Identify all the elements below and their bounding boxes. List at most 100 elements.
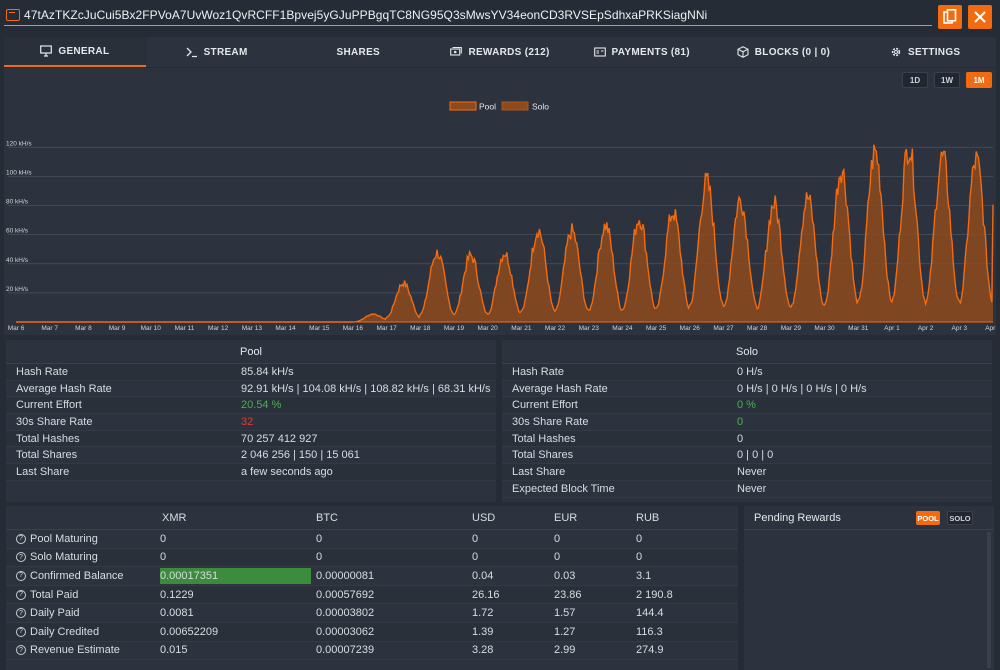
range-1m-button[interactable]: 1M — [966, 72, 992, 88]
balance-value: 2 190.8 — [636, 588, 673, 601]
solo-stat-label: Average Hash Rate — [512, 382, 608, 395]
pool-stat-row: Current Effort 20.54 % — [6, 397, 496, 415]
solo-stat-row: Average Hash Rate 0 H/s | 0 H/s | 0 H/s |… — [502, 381, 992, 398]
balance-value: 0.015 — [160, 644, 188, 657]
balance-value: 0 — [554, 532, 561, 545]
balance-value: 0.0081 — [160, 607, 194, 620]
legend-pool-swatch — [449, 101, 477, 111]
pool-stat-label: Total Shares — [16, 449, 78, 462]
col-btc: BTC — [316, 511, 338, 524]
balance-row-label: Solo Maturing — [30, 551, 98, 564]
tab-blocks[interactable]: BLOCKS (0 | 0) — [713, 37, 855, 67]
solo-stat-row: 30s Share Rate 0 — [502, 414, 992, 431]
tab-shares[interactable]: SHARES — [287, 37, 429, 67]
balance-row-label: Daily Paid — [30, 607, 80, 620]
help-icon[interactable]: ? — [16, 589, 26, 600]
wallet-address-field[interactable]: 47tAzTKZcJuCui5Bx2FPVoA7UvWoz1QvRCFF1Bpv… — [4, 4, 932, 26]
tab-settings[interactable]: SETTINGS — [854, 37, 996, 67]
solo-stat-label: 30s Share Rate — [512, 415, 589, 428]
range-1w-button[interactable]: 1W — [934, 72, 960, 88]
x-tick-label: Mar 18 — [410, 325, 431, 332]
x-tick-label: Mar 22 — [545, 325, 566, 332]
x-tick-label: Mar 6 — [8, 325, 25, 332]
pool-series-area — [16, 144, 993, 322]
help-icon[interactable]: ? — [16, 608, 26, 619]
balance-row: ? Pool Maturing 0 0 0 0 0 — [6, 530, 738, 549]
solo-stat-value: 0 — [737, 432, 744, 445]
x-tick-label: Mar 15 — [309, 325, 330, 332]
solo-stat-value: Never — [737, 482, 767, 495]
balance-value: 1.72 — [472, 607, 494, 620]
solo-stat-value: Never — [737, 465, 767, 478]
balance-value: 0 — [316, 551, 323, 564]
balance-row: ? Revenue Estimate 0.015 0.00007239 3.28 2.99… — [6, 642, 738, 661]
pending-scrollbar[interactable] — [987, 532, 991, 668]
balance-value: 116.3 — [636, 625, 663, 638]
help-icon[interactable]: ? — [16, 645, 26, 656]
payout-progress-bar — [160, 568, 312, 584]
balance-value: 3.28 — [472, 644, 494, 657]
solo-stat-row: Total Shares 0 | 0 | 0 — [502, 447, 992, 465]
close-button[interactable] — [968, 5, 992, 29]
pool-stat-label: Current Effort — [16, 399, 82, 412]
y-tick-label: 20 kH/s — [6, 286, 29, 293]
solo-stat-row: Last Share Never — [502, 464, 992, 481]
x-tick-label: Apr 3 — [952, 325, 968, 332]
balance-value: 0 — [160, 551, 167, 564]
pending-pool-button[interactable]: POOL — [916, 511, 940, 525]
col-usd: USD — [472, 511, 496, 524]
copy-button[interactable] — [938, 5, 962, 29]
balance-value: 26.16 — [472, 588, 500, 601]
balance-value: 0.1229 — [160, 588, 194, 601]
help-icon[interactable]: ? — [16, 626, 26, 637]
pool-stat-row: Total Hashes 70 257 412 927 — [6, 430, 496, 448]
tab-blocks-label: BLOCKS (0 | 0) — [754, 46, 831, 58]
solo-stats-panel: Solo Hash Rate 0 H/s Average Hash Rate 0 H/… — [502, 340, 992, 502]
balance-value: 0 — [636, 532, 643, 545]
gear-icon — [891, 47, 901, 57]
solo-stat-label: Total Shares — [512, 449, 574, 462]
tab-payments[interactable]: PAYMENTS (81) — [571, 37, 713, 67]
money-icon — [450, 46, 463, 56]
balance-value: 2.99 — [554, 644, 576, 657]
x-tick-label: Mar 26 — [680, 325, 701, 332]
help-icon[interactable]: ? — [16, 552, 26, 563]
balance-value: 144.4 — [636, 607, 664, 620]
monitor-icon — [40, 45, 53, 57]
y-tick-label: 80 kH/s — [6, 199, 29, 206]
solo-stats-title: Solo — [502, 340, 992, 364]
balance-row: ? Solo Maturing 0 0 0 0 0 — [6, 548, 738, 568]
terminal-icon — [186, 47, 197, 58]
tab-stream[interactable]: STREAM — [146, 37, 288, 67]
pool-stat-value: 32 — [241, 415, 254, 428]
balance-row-label: Pool Maturing — [30, 532, 98, 545]
help-icon[interactable]: ? — [16, 533, 26, 544]
col-rub: RUB — [636, 511, 660, 524]
x-tick-label: Apr 2 — [918, 325, 934, 332]
balance-value: 0.00000081 — [316, 569, 375, 582]
y-tick-label: 40 kH/s — [6, 257, 29, 264]
x-tick-label: Mar 25 — [646, 325, 667, 332]
balance-row: ? Confirmed Balance 0.00017351 0.00000081 0.… — [6, 567, 738, 586]
pending-solo-button[interactable]: SOLO — [947, 511, 973, 525]
solo-stat-row: Current Effort 0 % — [502, 397, 992, 415]
solo-stat-value: 0 H/s — [737, 365, 763, 378]
x-tick-label: Apr 4 — [985, 325, 996, 332]
x-tick-label: Mar 30 — [814, 325, 835, 332]
x-tick-label: Mar 24 — [612, 325, 633, 332]
tab-rewards[interactable]: REWARDS (212) — [429, 37, 571, 67]
col-eur: EUR — [554, 511, 578, 524]
balance-value: 3.1 — [636, 569, 652, 582]
x-tick-label: Mar 13 — [242, 325, 263, 332]
balance-value: 1.57 — [554, 607, 576, 620]
legend-solo-swatch — [501, 101, 529, 111]
range-1d-button[interactable]: 1D — [902, 72, 928, 88]
x-tick-label: Mar 19 — [444, 325, 465, 332]
hashrate-chart: 20 kH/s 40 kH/s 60 kH/s 80 kH/s 100 kH/s 120 … — [6, 101, 996, 332]
x-tick-label: Mar 9 — [109, 325, 126, 332]
help-icon[interactable]: ? — [16, 570, 26, 581]
col-xmr: XMR — [162, 511, 187, 524]
tab-general[interactable]: GENERAL — [4, 37, 146, 67]
solo-stat-label: Hash Rate — [512, 365, 564, 378]
pool-stat-row: Total Shares 2 046 256 | 150 | 15 061 — [6, 447, 496, 465]
